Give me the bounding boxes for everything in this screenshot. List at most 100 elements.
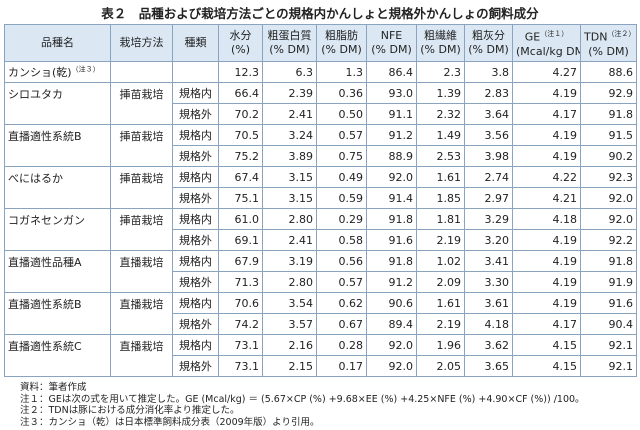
- value-cell: 91.5: [580, 124, 637, 146]
- value-cell: 0.17: [316, 355, 367, 377]
- value-cell: 88.6: [580, 61, 637, 83]
- column-header: 粗蛋白質 (% DM): [262, 24, 317, 62]
- kind-cell: 規格外: [172, 103, 219, 125]
- header-label: 品種名: [41, 36, 74, 49]
- data-row: 直播適性系統B 挿苗栽培 規格内 70.5 3.24 0.57 91.2 1.49 3.56 4.…: [4, 124, 637, 167]
- variety-cell: 直播適性系統B: [4, 124, 111, 167]
- value-cell: 3.29: [464, 208, 513, 230]
- value-cell: 2.74: [464, 166, 513, 188]
- header-unit: (Mcal/kg DM): [516, 44, 580, 58]
- value-cell: 90.4: [580, 313, 637, 335]
- header-unit: (%): [230, 43, 251, 56]
- value-cell: 1.3: [316, 61, 367, 83]
- table-title: 表２ 品種および栽培方法ごとの規格内かんしょと規格外かんしょの飼料成分: [101, 6, 539, 21]
- value-cell: 4.19: [512, 124, 581, 146]
- value-cell: 92.0: [366, 166, 417, 188]
- value-cell: 75.1: [218, 187, 263, 209]
- value-cell: 4.19: [512, 271, 581, 293]
- value-cell: 91.6: [580, 292, 637, 314]
- value-cell: 86.4: [366, 61, 417, 83]
- value-cell: 2.39: [262, 82, 317, 104]
- reference-label: カンショ(乾): [8, 66, 72, 79]
- value-cell: 2.19: [416, 229, 465, 251]
- value-cell: 92.0: [580, 187, 637, 209]
- value-cell: 3.64: [464, 103, 513, 125]
- header-unit: (% DM): [371, 43, 412, 56]
- value-cell: 2.41: [262, 229, 317, 251]
- value-cell: 4.17: [512, 313, 581, 335]
- kind-cell: 規格外: [172, 313, 219, 335]
- header-label: 粗蛋白質: [267, 29, 312, 42]
- data-row: べにはるか 挿苗栽培 規格内 67.4 3.15 0.49 92.0 1.61 2.74 4.22…: [4, 166, 637, 209]
- kind-cell: 規格外: [172, 229, 219, 251]
- value-cell: 2.3: [416, 61, 465, 83]
- data-row: 規格外 70.2 2.41 0.50 91.1 2.32 3.64 4.17 91.8: [5, 103, 637, 125]
- value-cell: 3.65: [464, 355, 513, 377]
- value-cell: 2.97: [464, 187, 513, 209]
- value-cell: 4.17: [512, 103, 581, 125]
- kind-cell: 規格内: [172, 166, 219, 188]
- value-cell: 0.67: [316, 313, 367, 335]
- variety-cell: 直播適性系統B: [4, 292, 111, 335]
- value-cell: 4.15: [512, 334, 581, 356]
- value-cell: 0.62: [316, 292, 367, 314]
- variety-cell: 直播適性品種A: [4, 250, 111, 293]
- method-cell: 直播栽培: [110, 250, 173, 293]
- column-header: NFE (% DM): [366, 24, 417, 62]
- value-cell: 3.20: [464, 229, 513, 251]
- value-cell: 0.36: [316, 82, 367, 104]
- header-label: 水分: [229, 29, 252, 42]
- header-unit: (% DM): [420, 43, 461, 56]
- value-cell: 3.8: [464, 61, 513, 83]
- note-line: 注２：TDNは豚における成分消化率より推定した。: [20, 405, 240, 417]
- value-cell: 91.8: [580, 250, 637, 272]
- value-cell: 0.57: [316, 124, 367, 146]
- value-cell: 4.19: [512, 292, 581, 314]
- value-cell: 2.15: [262, 355, 317, 377]
- column-header: 粗繊維 (% DM): [416, 24, 465, 62]
- value-cell: 4.19: [512, 145, 581, 167]
- data-row: 直播適性品種A 直播栽培 規格内 67.9 3.19 0.56 91.8 1.02 3.41 4.…: [4, 250, 637, 293]
- header-label: 粗脂肪: [325, 29, 358, 42]
- value-cell: 3.54: [262, 292, 317, 314]
- kind-cell: 規格外: [172, 355, 219, 377]
- value-cell: 92.1: [580, 334, 637, 356]
- note-line: 注１：GEは次の式を用いて推定した。GE (Mcal/kg) ＝ (5.67×C…: [20, 393, 585, 405]
- value-cell: 92.1: [580, 355, 637, 377]
- column-header: GE（注１） (Mcal/kg DM): [512, 24, 581, 62]
- method-cell: 直播栽培: [110, 334, 173, 377]
- value-cell: 92.0: [366, 355, 417, 377]
- column-header: 水分 (%): [218, 24, 263, 62]
- value-cell: 90.6: [366, 292, 417, 314]
- value-cell: 4.19: [512, 82, 581, 104]
- value-cell: 92.2: [580, 229, 637, 251]
- value-cell: 1.61: [416, 166, 465, 188]
- data-row: シロユタカ 挿苗栽培 規格内 66.4 2.39 0.36 93.0 1.39 2.83 4.19…: [4, 82, 637, 125]
- reference-row: カンショ(乾)（注３） 12.3 6.3 1.3 86.4 2.3 3.8 4.27 88.6: [4, 61, 637, 83]
- value-cell: 2.16: [262, 334, 317, 356]
- value-cell: 2.80: [262, 271, 317, 293]
- method-cell: 直播栽培: [110, 292, 173, 335]
- data-row: 規格外 74.2 3.57 0.67 89.4 2.19 4.18 4.17 90.4: [5, 313, 637, 335]
- value-cell: 92.9: [580, 82, 637, 104]
- value-cell: 91.4: [366, 187, 417, 209]
- value-cell: 2.53: [416, 145, 465, 167]
- header-note: （注１）: [540, 30, 569, 39]
- value-cell: 92.0: [366, 334, 417, 356]
- header-label: 栽培方法: [119, 36, 164, 49]
- data-row: 規格外 75.1 3.15 0.59 91.4 1.85 2.97 4.21 92.0: [5, 187, 637, 209]
- notes: 資料：筆者作成 注１：GEは次の式を用いて推定した。GE (Mcal/kg) ＝ …: [20, 382, 585, 428]
- kind-cell: 規格外: [172, 271, 219, 293]
- column-header: TDN（注２） (% DM): [580, 24, 637, 62]
- value-cell: 67.9: [218, 250, 263, 272]
- header-label: 粗繊維: [424, 29, 457, 42]
- value-cell: 3.15: [262, 166, 317, 188]
- value-cell: 3.89: [262, 145, 317, 167]
- value-cell: 3.15: [262, 187, 317, 209]
- value-cell: 66.4: [218, 82, 263, 104]
- header-label: GE: [524, 30, 541, 44]
- value-cell: 12.3: [218, 61, 263, 83]
- note-line: 資料：筆者作成: [20, 382, 87, 393]
- kind-cell: 規格内: [172, 124, 219, 146]
- header-unit: (% DM): [588, 44, 629, 58]
